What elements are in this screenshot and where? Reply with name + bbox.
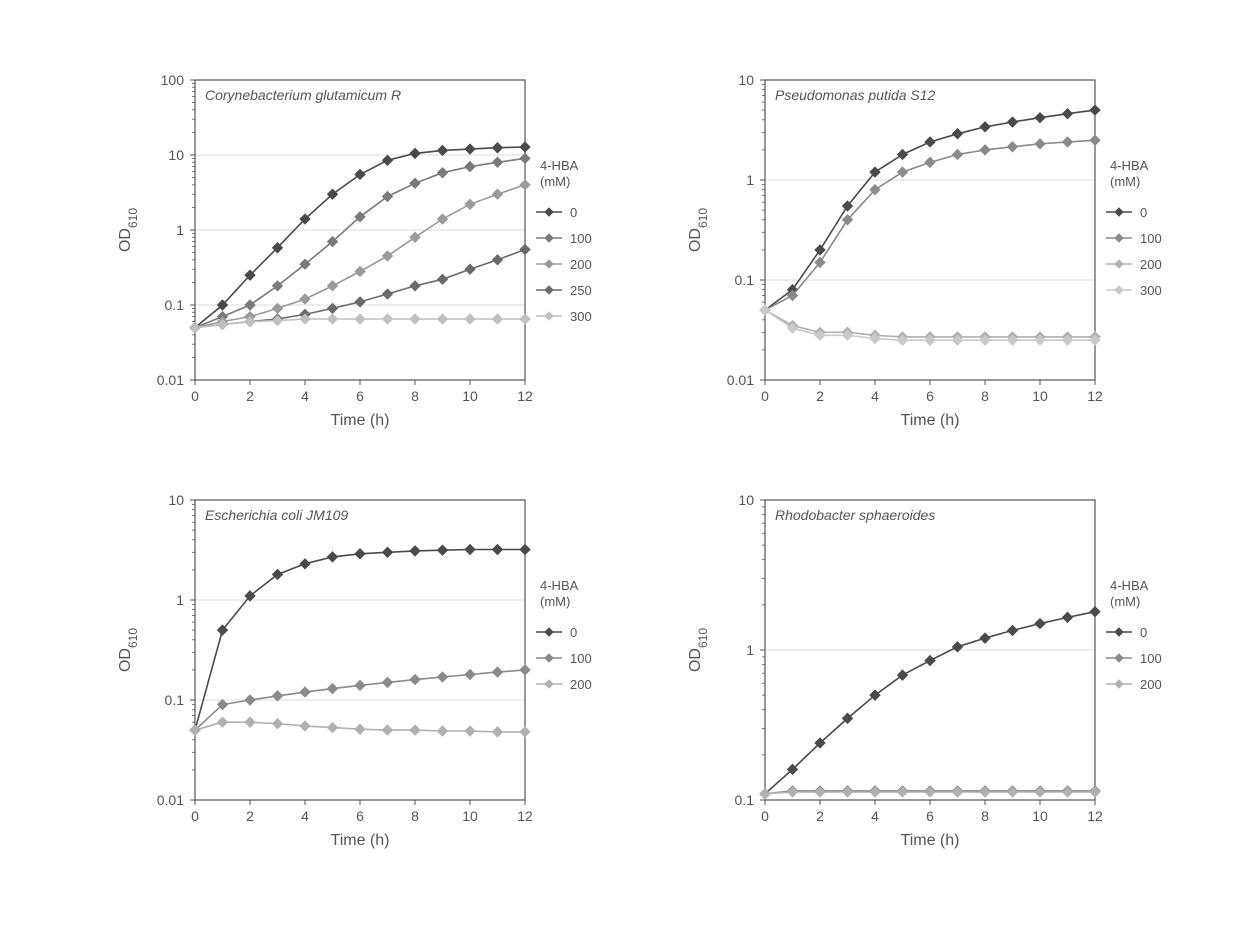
- ytick-label: 1: [746, 172, 754, 188]
- xtick-label: 12: [1087, 808, 1103, 824]
- legend-header: (mM): [1110, 594, 1140, 609]
- xtick-label: 2: [246, 808, 254, 824]
- legend-item-label: 200: [1140, 677, 1162, 692]
- xtick-label: 8: [411, 388, 419, 404]
- ytick-label: 1: [746, 642, 754, 658]
- panel-0: 0 2 4 6 8 10 12 0.01 0.1 1 10 100 Corynebacterium gl…: [100, 60, 660, 470]
- xlabel: Time (h): [901, 412, 960, 429]
- panel-2: 0 2 4 6 8 10 12 0.01 0.1 1 10 Escherichia coli JM10…: [100, 480, 660, 890]
- legend-item-label: 250: [570, 283, 592, 298]
- chart-grid: 0246810120.010.1110100Corynebacterium gl…: [100, 60, 1230, 890]
- legend-item-label: 0: [1140, 625, 1147, 640]
- ytick-label: 10: [168, 147, 184, 163]
- ytick-label: 0.1: [735, 272, 755, 288]
- xtick-label: 0: [761, 808, 769, 824]
- xtick-label: 10: [1032, 808, 1048, 824]
- legend-item-label: 300: [570, 309, 592, 324]
- xtick-label: 2: [816, 388, 824, 404]
- xtick-label: 10: [462, 808, 478, 824]
- ytick-label: 10: [738, 492, 754, 508]
- legend-header: 4-HBA: [1110, 158, 1149, 173]
- legend-item-label: 0: [1140, 205, 1147, 220]
- xtick-label: 12: [517, 388, 533, 404]
- xtick-label: 8: [411, 808, 419, 824]
- legend-header: 4-HBA: [540, 578, 579, 593]
- panel-title: Pseudomonas putida S12: [775, 87, 936, 103]
- xtick-label: 6: [926, 388, 934, 404]
- ylabel: OD610: [687, 628, 710, 672]
- ylabel: OD610: [117, 208, 140, 252]
- xtick-label: 6: [356, 388, 364, 404]
- legend-item-label: 100: [570, 231, 592, 246]
- panel-title: Rhodobacter sphaeroides: [775, 507, 935, 523]
- legend-item-label: 100: [1140, 231, 1162, 246]
- chart-panel-0: 0 2 4 6 8 10 12 0.01 0.1 1 10 100 Corynebacterium gl…: [100, 60, 660, 470]
- page: 0246810120.010.1110100Corynebacterium gl…: [0, 0, 1240, 944]
- legend-item-label: 0: [570, 625, 577, 640]
- legend-header: 4-HBA: [1110, 578, 1149, 593]
- panel-title: Corynebacterium glutamicum R: [205, 87, 401, 103]
- xtick-label: 12: [517, 808, 533, 824]
- xtick-label: 0: [191, 388, 199, 404]
- legend-item-label: 300: [1140, 283, 1162, 298]
- legend-header: (mM): [1110, 174, 1140, 189]
- xtick-label: 10: [462, 388, 478, 404]
- xtick-label: 2: [246, 388, 254, 404]
- ytick-label: 100: [161, 72, 185, 88]
- xtick-label: 4: [301, 388, 309, 404]
- ylabel: OD610: [687, 208, 710, 252]
- ytick-label: 0.1: [735, 792, 755, 808]
- legend-item-label: 100: [1140, 651, 1162, 666]
- ytick-label: 0.01: [727, 372, 754, 388]
- ytick-label: 10: [738, 72, 754, 88]
- legend-item-label: 200: [570, 677, 592, 692]
- chart-panel-1: 0 2 4 6 8 10 12 0.01 0.1 1 10 Pseudomonas putida S1…: [670, 60, 1230, 470]
- ytick-label: 1: [176, 592, 184, 608]
- xlabel: Time (h): [901, 832, 960, 849]
- xlabel: Time (h): [331, 832, 390, 849]
- xtick-label: 0: [761, 388, 769, 404]
- xtick-label: 6: [926, 808, 934, 824]
- series-line: [765, 612, 1095, 794]
- xtick-label: 2: [816, 808, 824, 824]
- ytick-label: 0.1: [165, 692, 185, 708]
- ylabel: OD610: [117, 628, 140, 672]
- ytick-label: 0.1: [165, 297, 185, 313]
- legend-item-label: 100: [570, 651, 592, 666]
- legend-header: (mM): [540, 594, 570, 609]
- ytick-label: 0.01: [157, 792, 184, 808]
- legend-header: (mM): [540, 174, 570, 189]
- ytick-label: 10: [168, 492, 184, 508]
- xtick-label: 0: [191, 808, 199, 824]
- xtick-label: 4: [871, 388, 879, 404]
- xtick-label: 4: [871, 808, 879, 824]
- xtick-label: 12: [1087, 388, 1103, 404]
- xtick-label: 4: [301, 808, 309, 824]
- xlabel: Time (h): [331, 412, 390, 429]
- ytick-label: 1: [176, 222, 184, 238]
- legend-item-label: 0: [570, 205, 577, 220]
- xtick-label: 6: [356, 808, 364, 824]
- xtick-label: 10: [1032, 388, 1048, 404]
- xtick-label: 8: [981, 808, 989, 824]
- series-line: [195, 550, 525, 731]
- ytick-label: 0.01: [157, 372, 184, 388]
- panel-3: 0 2 4 6 8 10 12 0.1 1 10 Rhodobacter sphaeroides Ti…: [670, 480, 1230, 890]
- panel-1: 0 2 4 6 8 10 12 0.01 0.1 1 10 Pseudomonas putida S1…: [670, 60, 1230, 470]
- chart-panel-2: 0 2 4 6 8 10 12 0.01 0.1 1 10 Escherichia coli JM10…: [100, 480, 660, 890]
- legend-item-label: 200: [570, 257, 592, 272]
- chart-panel-3: 0 2 4 6 8 10 12 0.1 1 10 Rhodobacter sphaeroides Ti…: [670, 480, 1230, 890]
- panel-title: Escherichia coli JM109: [205, 507, 348, 523]
- legend-header: 4-HBA: [540, 158, 579, 173]
- xtick-label: 8: [981, 388, 989, 404]
- legend-item-label: 200: [1140, 257, 1162, 272]
